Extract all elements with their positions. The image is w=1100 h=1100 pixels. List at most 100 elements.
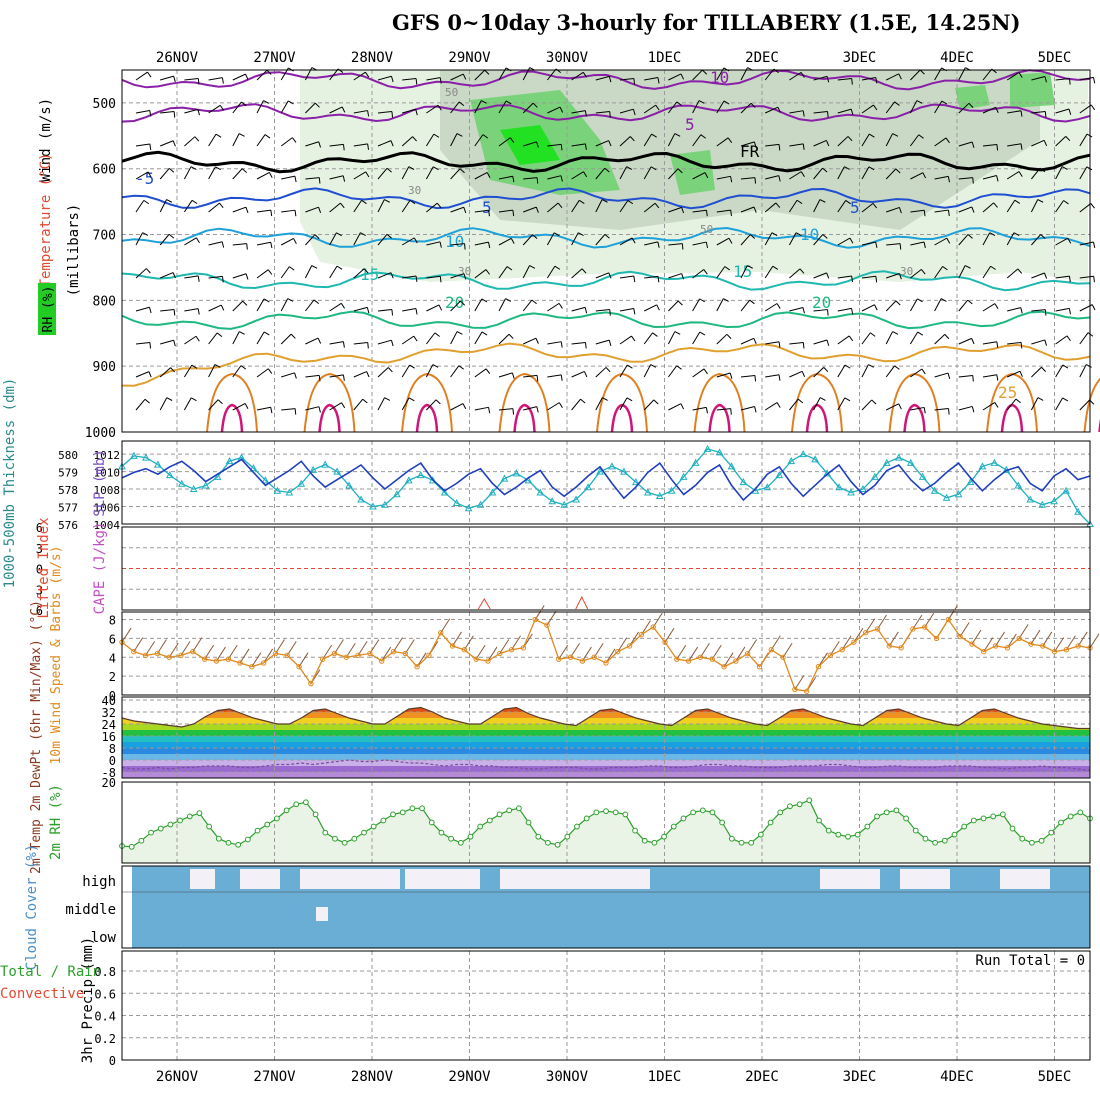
wind-barb [789, 268, 801, 279]
wind10m-barb [581, 646, 592, 662]
wind-barb [288, 100, 294, 105]
wind-barb [845, 200, 851, 205]
wind-barb [270, 242, 273, 249]
wind-barb [948, 408, 950, 415]
rh2m-point [777, 809, 784, 816]
contour-label: 5 [482, 198, 492, 217]
wind-barb [1055, 78, 1070, 81]
wind-barb [1031, 366, 1042, 378]
wind-barb [644, 275, 659, 279]
contour-label: 20 [445, 293, 464, 312]
wind-barb [813, 199, 821, 213]
wind-barb [1006, 232, 1015, 246]
wind-barb [849, 237, 854, 244]
wind-barb [765, 175, 779, 180]
wind-barb [238, 133, 245, 137]
temp-band [122, 748, 1090, 754]
wind-barb [1020, 143, 1023, 150]
ylabel-slp: SLP (mb) [92, 449, 108, 516]
wind10m-barb [1030, 629, 1041, 645]
wind-barb [753, 206, 757, 213]
wind-barb [947, 372, 951, 379]
wind-barb [886, 273, 900, 279]
wind-barb [1079, 332, 1089, 345]
rh2m-point [835, 831, 842, 838]
wind10m-barb [782, 643, 793, 658]
rh2m-point [854, 831, 861, 838]
rh2m-point [303, 799, 309, 806]
wind-barb [482, 134, 489, 139]
wind-barb [217, 399, 223, 405]
wind-barb [604, 234, 610, 239]
slp-point [882, 458, 891, 466]
wind-barb [311, 265, 318, 269]
wind-barb [401, 136, 413, 147]
wind-barb [173, 309, 176, 316]
wind-barb [861, 275, 876, 279]
wind-barb [668, 206, 682, 213]
wind-barb [439, 77, 442, 84]
wind-barb [270, 210, 273, 217]
wind-barb [547, 202, 559, 213]
wind-barb [619, 78, 634, 81]
rh2m-point [845, 833, 851, 840]
wind-barb [778, 374, 781, 381]
wind-barb [557, 202, 563, 208]
wind-barb [523, 141, 537, 147]
wind-barb [847, 136, 853, 142]
wind-barb [1013, 232, 1020, 237]
rh2m-point [883, 809, 890, 816]
wind10m-barb [1006, 633, 1017, 649]
wind-barb [825, 140, 830, 147]
ytick-label: 0.8 [94, 965, 116, 979]
wind-barb [730, 210, 732, 217]
cloud-high-gap [1000, 869, 1050, 889]
slp-point [345, 481, 353, 489]
wind-barb [280, 266, 290, 279]
wind-barb [184, 275, 199, 279]
wind10m-barb [1065, 635, 1076, 650]
wind-barb [173, 111, 176, 118]
panel-frame [121, 526, 1091, 611]
wind10m-barb [1089, 633, 1100, 649]
wind10m-point [225, 656, 231, 662]
wind-barb [964, 265, 971, 269]
wind10m-barb [286, 641, 297, 656]
ytick-label: 3 [36, 583, 43, 597]
wind-barb [692, 406, 707, 411]
slp-point [894, 453, 903, 461]
wind-barb [1020, 110, 1023, 117]
slp-tick: 1008 [94, 484, 121, 497]
slp-point [130, 451, 138, 459]
wind-barb [608, 140, 612, 147]
wind-barb [619, 136, 631, 147]
wind-barb [439, 276, 442, 283]
cloud-high-gap [240, 869, 280, 889]
wind-barb [294, 408, 297, 415]
wind-barb [426, 399, 437, 411]
wind-barb [778, 175, 781, 182]
wind10m-point [615, 648, 621, 655]
wind10m-barb [865, 618, 876, 634]
wind-barb [245, 273, 249, 280]
wind-barb [844, 166, 850, 170]
thickness-tick: 579 [58, 467, 78, 480]
wind10m-point [863, 630, 869, 636]
wind-barb [800, 171, 805, 177]
wind-barb [221, 77, 224, 84]
wind-barb [764, 265, 774, 279]
rh2m-point [680, 815, 687, 822]
rh2m-point [912, 827, 919, 834]
wind-barb [1079, 364, 1087, 378]
wind10m-barb [629, 631, 640, 647]
ytick-label: 0.2 [94, 1032, 116, 1046]
chart-title: GFS 0~10day 3-hourly for TILLABERY (1.5E… [392, 10, 1021, 35]
wind-barb [873, 104, 878, 111]
slp-point [189, 485, 198, 493]
wind-barb [256, 100, 264, 114]
rh2m-point [535, 833, 542, 840]
wind-barb [353, 71, 366, 81]
wind-barb [789, 398, 799, 411]
wind-barb [506, 266, 513, 271]
